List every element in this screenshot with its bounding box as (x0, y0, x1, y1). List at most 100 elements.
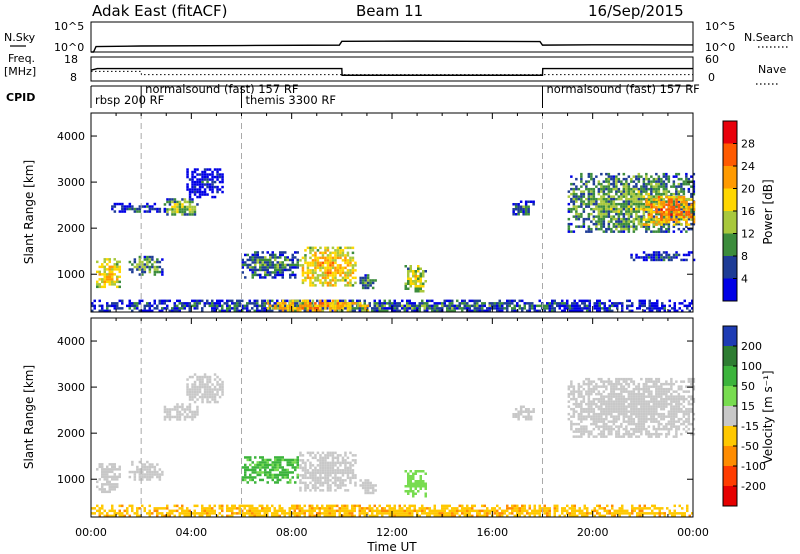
power-cell (655, 192, 658, 196)
velocity-cell (412, 492, 415, 495)
velocity-cell (294, 481, 297, 484)
power-cell (271, 256, 274, 259)
velocity-cell (630, 397, 633, 401)
power-cell (263, 299, 266, 303)
power-cell (675, 222, 678, 226)
power-cell (606, 307, 609, 310)
power-cell (216, 307, 219, 310)
power-cell (191, 198, 194, 201)
velocity-cell (296, 458, 299, 462)
power-cell (524, 200, 528, 203)
power-cell (653, 304, 656, 308)
power-cell (586, 309, 589, 313)
power-cell (605, 230, 608, 233)
velocity-cell (647, 425, 651, 428)
power-cell (607, 177, 611, 181)
power-cell (662, 256, 666, 259)
power-cell (378, 304, 381, 308)
power-cell (642, 185, 646, 188)
velocity-cell (151, 465, 154, 469)
power-cell (687, 182, 691, 186)
velocity-cell (321, 461, 325, 465)
velocity-cell (324, 461, 327, 465)
power-cell (665, 210, 668, 214)
power-cell (156, 258, 159, 261)
power-cell (630, 212, 633, 216)
velocity-cell (329, 451, 332, 455)
power-cell (586, 299, 589, 303)
power-cell (655, 182, 658, 186)
velocity-cell (602, 410, 606, 413)
power-cell (501, 307, 504, 310)
power-cell (678, 302, 681, 305)
velocity-cell (637, 392, 641, 396)
power-cell (662, 200, 666, 204)
power-cell (338, 299, 341, 303)
power-cell (672, 180, 676, 183)
power-cell (670, 213, 673, 216)
velocity-cell (412, 482, 415, 485)
velocity-cell (393, 509, 396, 513)
power-cell (655, 198, 658, 201)
power-cell (417, 280, 420, 283)
velocity-cell (326, 466, 330, 470)
power-cell (143, 255, 147, 259)
power-cell (610, 187, 613, 191)
velocity-cell (289, 461, 292, 464)
velocity-cell (301, 469, 305, 472)
velocity-cell (321, 471, 325, 475)
velocity-cell (645, 405, 648, 408)
velocity-cell (612, 420, 616, 423)
power-cell (656, 299, 659, 303)
velocity-cell (118, 473, 121, 476)
velocity-cell (519, 413, 523, 416)
velocity-cell (308, 507, 311, 510)
power-cell (198, 183, 202, 186)
velocity-cell (650, 400, 653, 403)
power-cell (595, 205, 598, 208)
velocity-cell (211, 395, 214, 399)
power-cell (612, 205, 616, 208)
power-cell (393, 307, 396, 310)
power-cell (321, 284, 325, 287)
power-cell (146, 202, 149, 206)
power-cell (321, 307, 324, 310)
velocity-cell (592, 387, 596, 391)
velocity-cell (670, 400, 673, 403)
power-cell (677, 203, 681, 206)
velocity-cell (647, 392, 651, 396)
power-cell (278, 309, 281, 313)
velocity-cell (635, 385, 638, 388)
power-cell (334, 309, 337, 313)
power-cell (98, 309, 101, 313)
velocity-cell (339, 469, 342, 472)
power-cell (153, 260, 157, 264)
velocity-cell (148, 468, 152, 471)
power-cell (346, 281, 350, 285)
power-cell (587, 230, 591, 233)
velocity-cell (612, 395, 616, 398)
velocity-cell (208, 400, 212, 404)
velocity-cell (665, 387, 668, 391)
power-cell (567, 222, 571, 226)
velocity-cell (193, 383, 197, 386)
velocity-cell (635, 427, 638, 431)
power-cell (627, 220, 631, 223)
velocity-cell (582, 387, 586, 391)
velocity-cell (218, 504, 221, 508)
velocity-cell (590, 400, 593, 403)
power-cell (642, 258, 646, 262)
velocity-cell (331, 471, 335, 475)
power-cell (608, 307, 611, 310)
power-cell (677, 198, 681, 201)
velocity-cell (612, 410, 616, 413)
power-cell (590, 175, 593, 178)
power-cell (331, 304, 335, 308)
power-cell (261, 299, 264, 303)
power-cell (116, 268, 119, 271)
power-cell (331, 259, 335, 262)
velocity-cell (652, 432, 656, 436)
power-cell (610, 217, 613, 221)
velocity-cell (103, 490, 106, 494)
power-cell (123, 207, 127, 211)
